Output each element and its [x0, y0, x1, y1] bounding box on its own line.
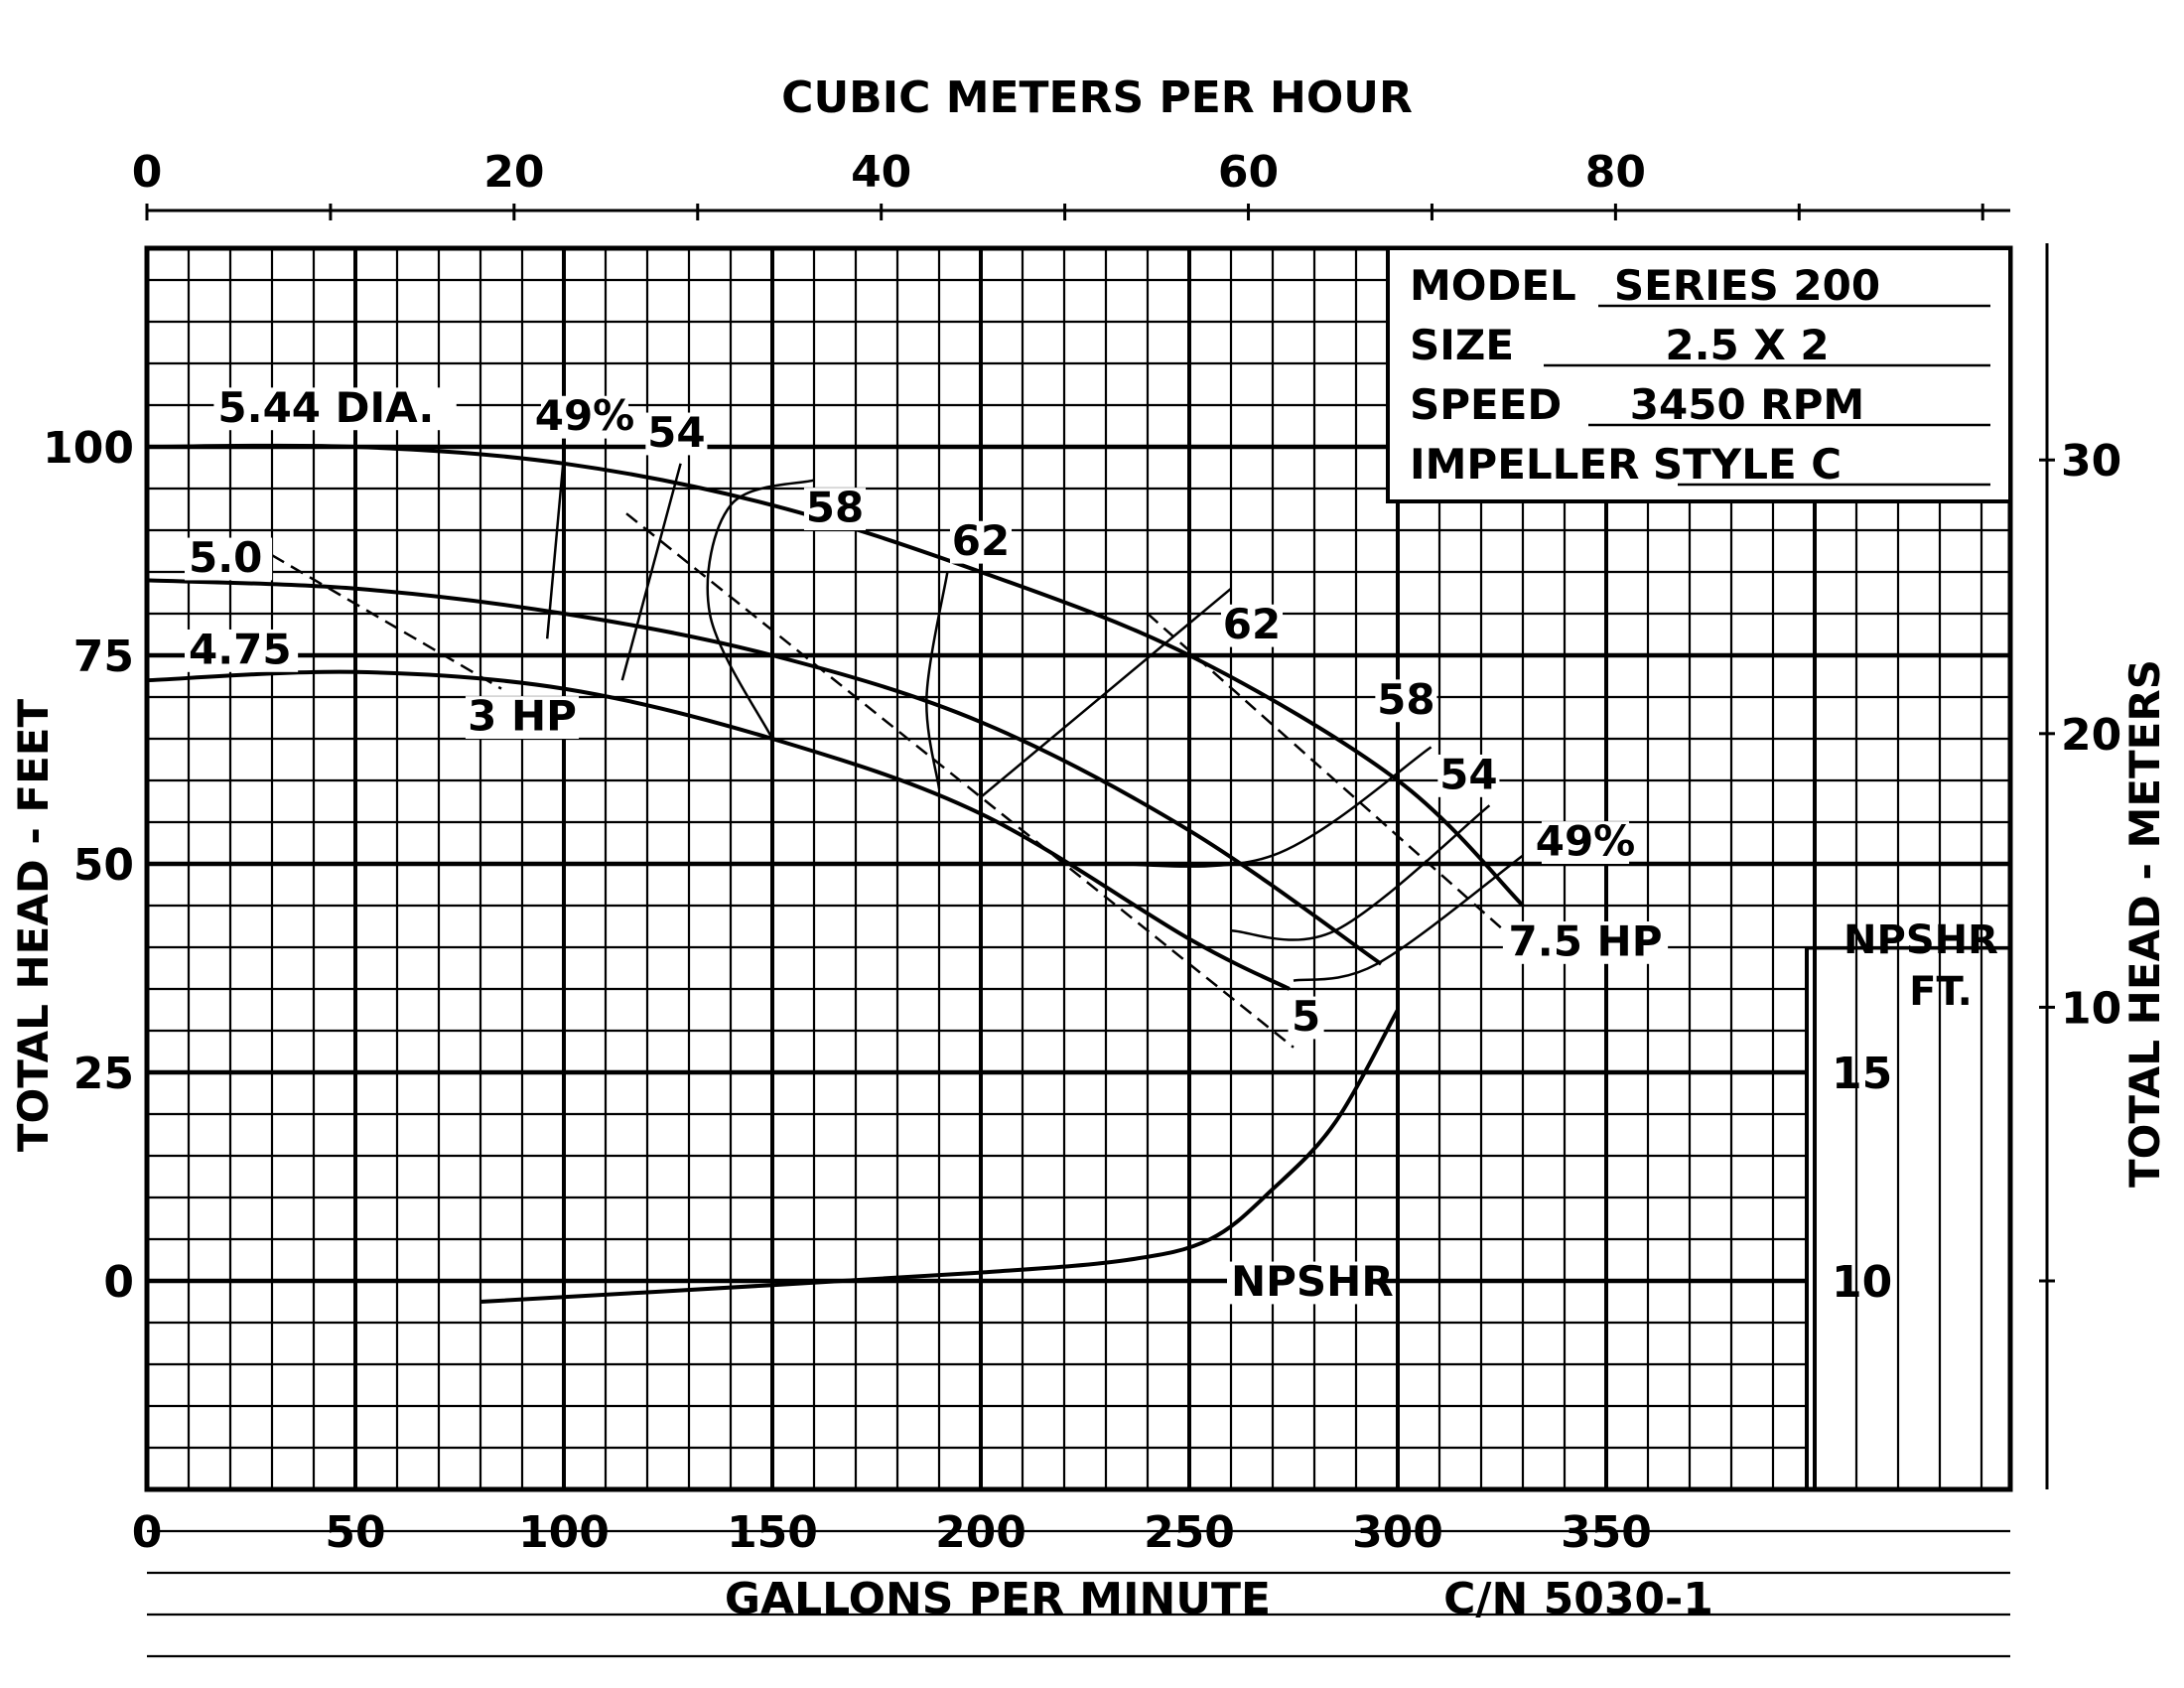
plot-frame: [144, 245, 2013, 1492]
hp-label-0-bg: [465, 696, 580, 739]
efficiency-label-5: 58: [1377, 675, 1434, 724]
right-tick-label: 10: [2061, 983, 2121, 1034]
spec-value-0: SERIES 200: [1614, 261, 1880, 310]
spec-label-1: SIZE: [1410, 321, 1514, 369]
efficiency-label-0: 49%: [535, 391, 635, 440]
efficiency-label-6-bg: [1437, 754, 1500, 797]
npshr-tick-label: 15: [1832, 1049, 1892, 1099]
hp-line-0: [271, 554, 502, 690]
efficiency-label-4: 62: [1223, 600, 1281, 648]
spec-value-1: 2.5 X 2: [1665, 321, 1829, 369]
left-axis: 0 25 50 75 100: [43, 423, 134, 1308]
right-axis: 10 20 30: [2039, 243, 2121, 1489]
series-label-1: 5.0: [189, 533, 262, 582]
right-tick-label: 30: [2061, 436, 2121, 487]
x-tick-label: 100: [518, 1507, 610, 1558]
efficiency-line-6: [1230, 804, 1491, 941]
y-axis-title: TOTAL HEAD - FEET: [9, 699, 58, 1153]
hp-label-1: 5: [1292, 992, 1320, 1041]
right-axis-title: TOTAL HEAD - METERS: [2120, 659, 2169, 1188]
series-label-3: NPSHR: [1231, 1257, 1394, 1306]
right-tick-label: 20: [2061, 710, 2121, 761]
top-tick-label: 80: [1585, 147, 1646, 198]
x-tick-label: 300: [1352, 1507, 1443, 1558]
spec-value-2: 3450 RPM: [1630, 380, 1864, 429]
efficiency-line-0: [545, 455, 566, 639]
series-label-2: 4.75: [189, 625, 292, 673]
efficiency-label-0-bg: [540, 395, 629, 439]
series-label-0-bg: [213, 387, 457, 431]
y-tick-label: 0: [103, 1257, 134, 1308]
y-tick-label: 100: [43, 423, 134, 474]
bottom-axis: 0 50 100 150 200 250 300 350: [132, 1507, 1652, 1558]
npshr-tick-label: 10: [1832, 1257, 1892, 1308]
efficiency-line-1: [620, 463, 682, 681]
y-tick-label: 75: [73, 632, 134, 682]
efficiency-label-5-bg: [1375, 679, 1437, 723]
npshr-axis: 10 15: [1832, 1049, 1892, 1308]
chart-code: C/N 5030-1: [1443, 1574, 1713, 1624]
y-tick-label: 25: [73, 1049, 134, 1099]
efficiency-label-7: 49%: [1536, 817, 1636, 866]
hp-line-1: [625, 512, 1295, 1049]
efficiency-line-2: [706, 479, 815, 740]
top-tick-label: 40: [851, 147, 911, 198]
hp-label-2: 7.5 HP: [1509, 916, 1663, 965]
spec-box: MODEL SERIES 200 SIZE 2.5 X 2 SPEED 3450 RPM I…: [1386, 246, 2012, 503]
curves: [146, 443, 1525, 1304]
series-line-3: [479, 1009, 1400, 1304]
top-tick-label: 60: [1218, 147, 1279, 198]
top-axis-title: CUBIC METERS PER HOUR: [781, 72, 1413, 123]
series-line-1: [146, 578, 1383, 966]
x-tick-label: 50: [325, 1507, 385, 1558]
efficiency-label-1: 54: [647, 408, 705, 457]
npshr-axis-title: NPSHR FT.: [1843, 917, 1998, 1015]
top-tick-label: 20: [483, 147, 544, 198]
efficiency-label-3: 62: [952, 516, 1010, 565]
x-tick-label: 350: [1561, 1507, 1652, 1558]
efficiency-label-6: 54: [1439, 750, 1497, 798]
efficiency-line-7: [1293, 854, 1524, 982]
efficiency-label-7-bg: [1541, 821, 1630, 864]
spec-value-3: STYLE C: [1653, 440, 1842, 489]
efficiency-label-2: 58: [806, 484, 864, 532]
top-tick-label: 0: [132, 147, 163, 198]
series-line-0: [146, 443, 1525, 908]
efficiency-label-1-bg: [645, 412, 708, 456]
spec-label-0: MODEL: [1410, 261, 1576, 310]
efficiency-line-3: [925, 571, 949, 789]
series-label-3-bg: [1227, 1261, 1367, 1305]
hp-label-0: 3 HP: [468, 692, 577, 741]
hp-label-2-bg: [1502, 920, 1669, 964]
series-label-0: 5.44 DIA.: [217, 383, 434, 432]
efficiency-label-3-bg: [949, 520, 1013, 564]
series-label-2-bg: [185, 629, 299, 672]
series-line-2: [146, 669, 1291, 991]
hp-line-2: [1147, 613, 1524, 948]
x-tick-label: 0: [132, 1507, 163, 1558]
x-axis-title: GALLONS PER MINUTE: [725, 1574, 1271, 1624]
hp-label-1-bg: [1288, 996, 1324, 1040]
npshr-axis-title-line-1: NPSHR: [1843, 917, 1998, 963]
spec-label-3: IMPELLER: [1410, 440, 1639, 489]
efficiency-label-2-bg: [803, 488, 867, 530]
top-axis: 0 20 40 60 80: [132, 147, 2010, 220]
x-tick-label: 150: [727, 1507, 818, 1558]
efficiency-line-5: [1105, 746, 1433, 868]
x-tick-label: 250: [1144, 1507, 1235, 1558]
x-tick-label: 200: [935, 1507, 1026, 1558]
npshr-axis-title-line-2: FT.: [1909, 969, 1973, 1015]
efficiency-label-4-bg: [1220, 604, 1284, 647]
spec-label-2: SPEED: [1410, 380, 1562, 429]
efficiency-line-4: [980, 587, 1232, 798]
y-tick-label: 50: [73, 840, 134, 891]
series-label-1-bg: [185, 537, 273, 581]
